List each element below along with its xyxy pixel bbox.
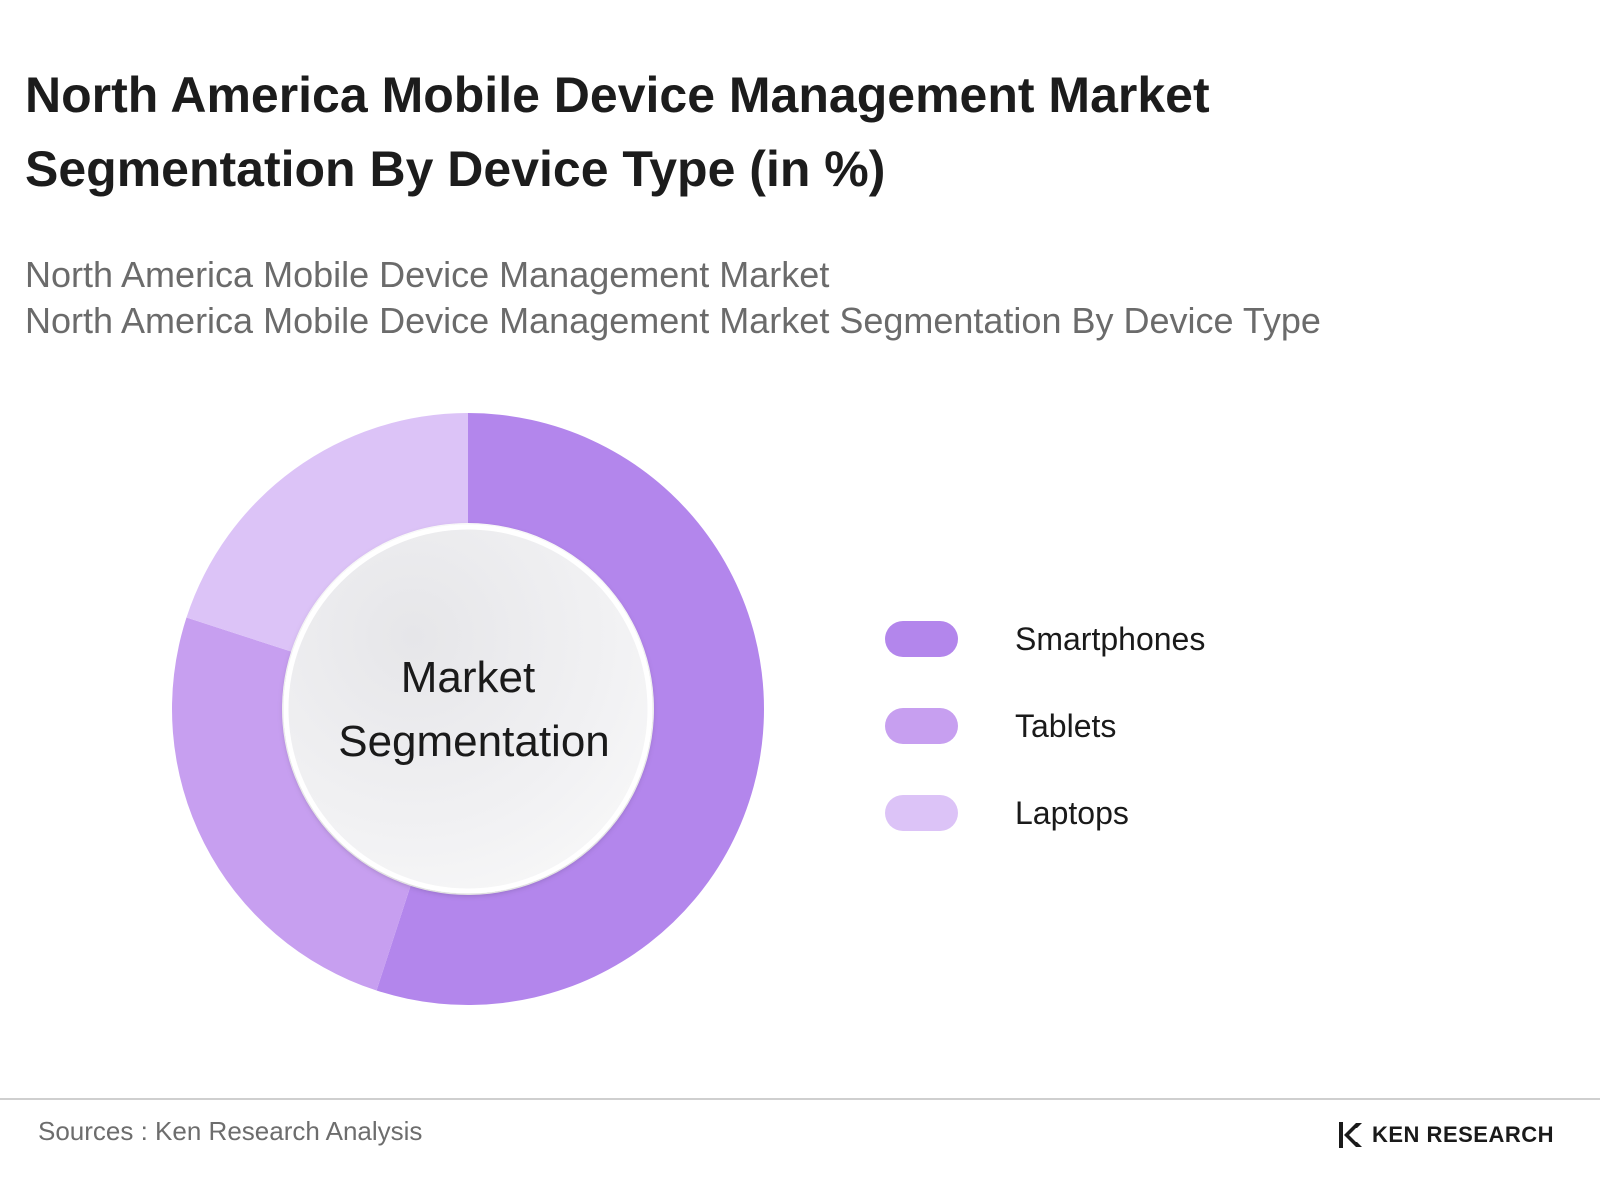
chart-title-line-1: North America Mobile Device Management M… — [25, 67, 1210, 123]
legend-item-tablets: Tablets — [885, 692, 1385, 779]
brand-logo: KEN RESEARCH — [1336, 1118, 1554, 1152]
legend-swatch-laptops — [885, 795, 958, 831]
center-label-line-2: Segmentation — [338, 717, 610, 766]
donut-slice-laptops — [186, 413, 468, 652]
chart-subtitle-line-2: North America Mobile Device Management M… — [25, 300, 1321, 341]
donut-slice-tablets — [172, 617, 411, 991]
chart-subtitle-line-1: North America Mobile Device Management M… — [25, 254, 830, 295]
center-label-line-1: Market — [401, 653, 535, 702]
legend-item-laptops: Laptops — [885, 779, 1385, 866]
footer-divider — [0, 1098, 1600, 1100]
donut-center — [283, 524, 653, 894]
donut-slices — [172, 413, 764, 1005]
legend-label-laptops: Laptops — [1015, 795, 1129, 831]
donut-slice-smartphones — [376, 413, 764, 1005]
chart-title: North America Mobile Device Management M… — [25, 58, 1325, 206]
legend-item-smartphones: Smartphones — [885, 605, 1385, 692]
chart-subtitle: North America Mobile Device Management M… — [25, 252, 1525, 344]
chart-title-line-2: Segmentation By Device Type (in %) — [25, 141, 886, 197]
legend-swatch-tablets — [885, 708, 958, 744]
legend-label-smartphones: Smartphones — [1015, 621, 1206, 657]
legend-swatch-smartphones — [885, 621, 958, 657]
donut-chart: Market Segmentation — [172, 413, 764, 1005]
ken-research-logo-icon — [1339, 1122, 1362, 1148]
chart-legend: Smartphones Tablets Laptops — [885, 605, 1385, 866]
sources-note: Sources : Ken Research Analysis — [38, 1116, 423, 1146]
brand-name: KEN RESEARCH — [1372, 1122, 1555, 1147]
legend-label-tablets: Tablets — [1015, 708, 1117, 744]
